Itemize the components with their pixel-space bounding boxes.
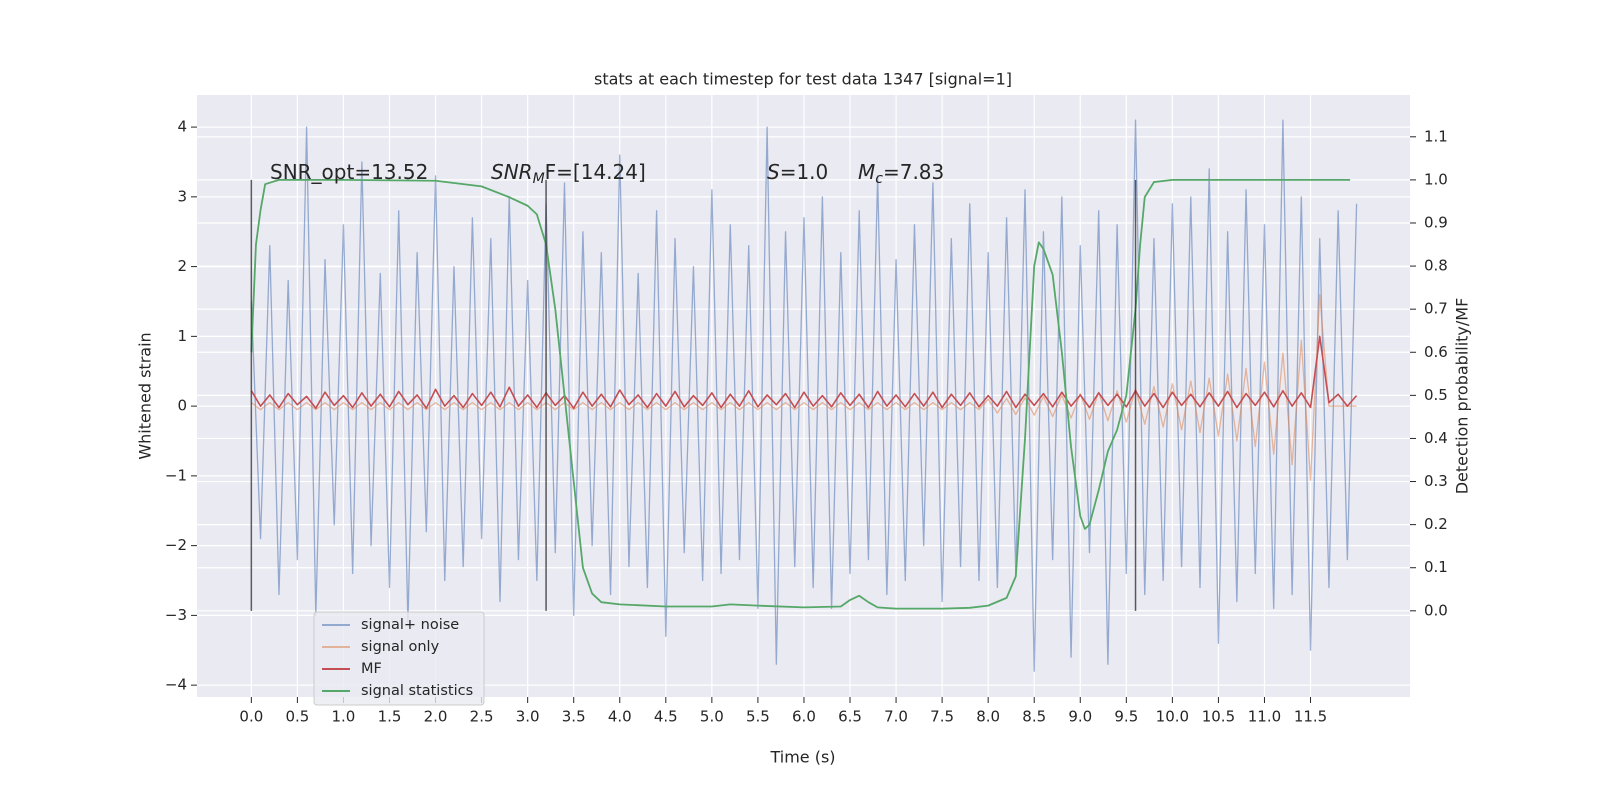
annotation: SNR_opt=13.52 <box>270 160 428 184</box>
x-tick-label: 10.5 <box>1202 708 1235 726</box>
y2-tick-label: 0.7 <box>1424 300 1448 318</box>
x-tick-label: 5.0 <box>700 708 724 726</box>
x-tick-label: 6.0 <box>792 708 816 726</box>
annotation-part: F=[14.24] <box>545 160 646 184</box>
x-tick-label: 1.5 <box>378 708 402 726</box>
series-line <box>250 119 1358 672</box>
y2-tick-label: 0.8 <box>1424 257 1448 275</box>
x-tick-label: 9.5 <box>1114 708 1138 726</box>
y2-tick-label: 0.0 <box>1424 601 1448 619</box>
annotation-part: SNR_opt=13.52 <box>270 160 428 184</box>
x-tick-label: 6.5 <box>838 708 862 726</box>
y-tick-label: 1 <box>177 327 187 345</box>
x-tick-label: 9.0 <box>1068 708 1092 726</box>
series-line <box>250 335 1358 410</box>
y-tick-label: 2 <box>177 257 187 275</box>
y-tick-label: 0 <box>177 397 187 415</box>
y2-tick-label: 0.9 <box>1424 213 1448 231</box>
legend-box <box>313 611 485 706</box>
x-tick-label: 10.0 <box>1156 708 1189 726</box>
x-tick-label: 3.0 <box>516 708 540 726</box>
x-tick-label: 1.0 <box>332 708 356 726</box>
x-tick-label: 8.0 <box>976 708 1000 726</box>
y2-tick-label: 0.3 <box>1424 472 1448 490</box>
y2-tick-label: 0.4 <box>1424 429 1448 447</box>
annotation-part: S <box>767 160 780 184</box>
series-line <box>250 178 1351 610</box>
legend-label: signal statistics <box>361 683 473 699</box>
y2-tick-label: 0.5 <box>1424 386 1448 404</box>
x-tick-label: 2.5 <box>470 708 494 726</box>
x-tick-label: 0.0 <box>239 708 263 726</box>
y-tick-label: −4 <box>165 676 187 694</box>
y-tick-label: 4 <box>177 118 187 136</box>
y2-tick-label: 1.0 <box>1424 170 1448 188</box>
y-tick-label: −1 <box>165 466 187 484</box>
legend-label: signal+ noise <box>361 617 459 633</box>
annotation-part: =7.83 <box>883 160 944 184</box>
annotation: Mc=7.83 <box>858 160 944 188</box>
x-tick-label: 11.5 <box>1294 708 1327 726</box>
x-tick-label: 7.0 <box>884 708 908 726</box>
x-tick-label: 2.0 <box>424 708 448 726</box>
y2-tick-label: 0.1 <box>1424 558 1448 576</box>
x-tick-label: 11.0 <box>1248 708 1281 726</box>
y-tick-label: 3 <box>177 187 187 205</box>
y-tick-label: −2 <box>165 536 187 554</box>
annotation-part: SNR <box>491 160 533 184</box>
legend-label: MF <box>361 661 382 677</box>
x-axis-label: Time (s) <box>769 748 835 767</box>
annotation-part: M <box>533 171 545 187</box>
y-tick-label: −3 <box>165 606 187 624</box>
y2-tick-label: 0.6 <box>1424 343 1448 361</box>
annotation-part: c <box>875 171 883 187</box>
x-tick-label: 5.5 <box>746 708 770 726</box>
x-tick-label: 3.5 <box>562 708 586 726</box>
x-tick-label: 4.5 <box>654 708 678 726</box>
annotation: SNRMF=[14.24] <box>491 160 646 188</box>
legend-label: signal only <box>361 639 440 655</box>
x-tick-label: 7.5 <box>930 708 954 726</box>
y2-tick-label: 0.2 <box>1424 515 1448 533</box>
x-tick-label: 8.5 <box>1022 708 1046 726</box>
x-tick-label: 4.0 <box>608 708 632 726</box>
y2-axis-label: Detection probability/MF <box>1453 298 1472 495</box>
annotation: S=1.0 <box>767 160 828 184</box>
x-tick-label: 0.5 <box>285 708 309 726</box>
annotation-part: =1.0 <box>780 160 829 184</box>
annotation-part: M <box>858 160 875 184</box>
y-axis-label: Whitened strain <box>136 332 155 459</box>
chart-title: stats at each timestep for test data 134… <box>594 70 1012 89</box>
series-line <box>250 293 1357 481</box>
y2-tick-label: 1.1 <box>1424 127 1448 145</box>
